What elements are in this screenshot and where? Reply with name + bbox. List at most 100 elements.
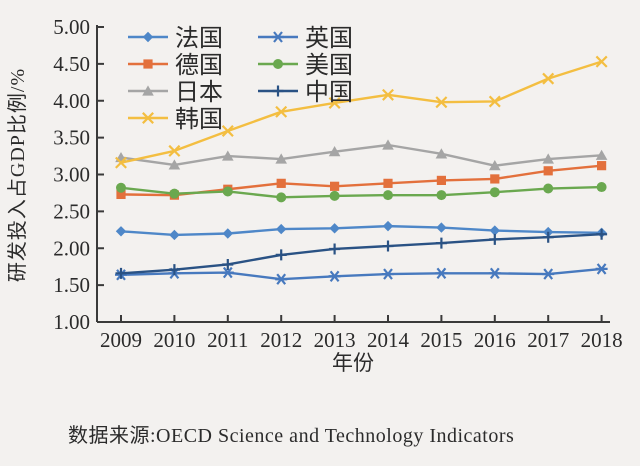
series-point-france-2014 — [382, 220, 394, 232]
series-point-korea-2013 — [328, 96, 341, 109]
x-tick-label: 2018 — [581, 328, 623, 352]
series-point-germany-2014 — [383, 178, 393, 188]
series-point-china-2014 — [382, 240, 394, 252]
y-tick-label: 2.50 — [53, 199, 90, 223]
series-point-france-2010 — [169, 229, 180, 241]
series-point-usa-2011 — [222, 186, 233, 197]
data-source-caption: 数据来源:OECD Science and Technology Indicat… — [68, 424, 514, 447]
legend-marker-japan — [142, 85, 154, 96]
series-point-korea-2011 — [221, 125, 234, 137]
series-point-korea-2010 — [168, 144, 181, 157]
y-tick-label: 4.00 — [53, 89, 90, 113]
series-point-korea-2009 — [115, 156, 127, 169]
y-tick-label: 2.00 — [53, 236, 90, 260]
y-tick-label: 1.00 — [53, 310, 90, 334]
series-point-japan-2013 — [328, 146, 341, 157]
series-point-germany-2016 — [490, 174, 500, 184]
series-point-usa-2014 — [383, 190, 393, 201]
series-point-china-2011 — [222, 258, 234, 270]
series-point-uk-2016 — [488, 267, 501, 280]
legend-marker-usa — [273, 59, 283, 69]
series-point-korea-2015 — [435, 96, 448, 109]
series-line-france — [119, 224, 603, 237]
series-point-uk-2015 — [435, 267, 448, 280]
y-tick-label: 3.00 — [53, 163, 90, 187]
y-tick-label: 3.50 — [53, 126, 90, 150]
legend-marker-uk — [272, 31, 284, 43]
legend-item-uk: 英国 — [258, 25, 353, 52]
legend-item-usa: 美国 — [258, 52, 353, 79]
series-point-japan-2016 — [489, 160, 501, 171]
series-point-china-2016 — [489, 233, 501, 245]
series-point-japan-2012 — [275, 153, 287, 164]
series-point-uk-2017 — [542, 268, 555, 280]
legend-marker-germany — [143, 59, 153, 69]
series-point-uk-2011 — [221, 266, 234, 279]
series-point-uk-2013 — [328, 270, 341, 282]
series-point-uk-2012 — [275, 273, 288, 285]
series-point-korea-2016 — [488, 95, 501, 108]
x-tick-label: 2009 — [100, 328, 142, 352]
series-point-korea-2012 — [275, 105, 288, 118]
series-point-usa-2017 — [543, 183, 554, 194]
series-point-germany-2017 — [543, 166, 553, 176]
x-tick-label: 2015 — [420, 328, 462, 352]
x-tick-label: 2016 — [474, 328, 516, 352]
series-point-france-2011 — [222, 228, 233, 239]
series-point-usa-2013 — [329, 190, 340, 201]
x-tick-label: 2017 — [527, 328, 569, 352]
legend-marker-china — [272, 85, 284, 97]
series-point-usa-2009 — [116, 182, 126, 193]
legend-label-japan: 日本 — [175, 79, 223, 106]
series-point-uk-2018 — [595, 263, 608, 275]
series-point-china-2015 — [435, 237, 447, 249]
series-point-china-2012 — [275, 249, 287, 261]
legend-item-china: 中国 — [258, 79, 353, 106]
series-point-usa-2012 — [276, 192, 287, 203]
y-tick-label: 1.50 — [53, 273, 90, 297]
series-point-france-2012 — [276, 223, 287, 235]
series-point-japan-2015 — [435, 148, 448, 159]
series-point-china-2018 — [596, 228, 608, 240]
series-point-germany-2018 — [597, 161, 607, 171]
series-point-germany-2009 — [116, 189, 126, 200]
series-point-japan-2018 — [595, 149, 608, 160]
series-point-korea-2018 — [595, 55, 608, 68]
series-point-france-2015 — [436, 222, 447, 233]
axes: 5.00 4.50 4.00 3.50 3.00 2.50 2.00 1.50 1.00 2009… — [53, 15, 622, 352]
x-axis-title: 年份 — [332, 351, 374, 375]
series-point-uk-2014 — [382, 268, 394, 280]
series-line-japan — [119, 143, 603, 167]
series-point-china-2009 — [115, 267, 127, 279]
series-point-korea-2017 — [542, 72, 555, 85]
series-point-usa-2010 — [169, 188, 180, 199]
series-point-usa-2018 — [596, 182, 607, 193]
legend-label-germany: 德国 — [175, 52, 223, 79]
legend-label-china: 中国 — [305, 79, 353, 106]
series-point-germany-2015 — [436, 175, 446, 185]
legend-marker-korea — [142, 112, 154, 124]
series-point-usa-2015 — [436, 190, 447, 201]
x-tick-label: 2012 — [260, 328, 302, 352]
series-point-france-2009 — [115, 226, 127, 237]
legend-label-korea: 韩国 — [175, 106, 223, 133]
series-point-china-2017 — [542, 231, 554, 243]
y-axis-title: 研发投入占GDP比例/% — [6, 68, 29, 282]
legend-label-uk: 英国 — [305, 25, 353, 52]
series-point-japan-2011 — [222, 150, 234, 161]
x-tick-label: 2013 — [314, 328, 356, 352]
series-point-germany-2013 — [330, 181, 340, 191]
x-tick-label: 2014 — [367, 328, 410, 352]
series-point-china-2013 — [329, 243, 341, 255]
series-line-uk — [119, 267, 603, 281]
legend-marker-france — [142, 31, 154, 43]
series-line-usa — [119, 185, 603, 199]
series-point-france-2013 — [329, 223, 340, 234]
legend-item-france: 法国 — [128, 25, 223, 52]
series-point-korea-2014 — [382, 88, 394, 101]
legend-item-germany: 德国 — [128, 52, 223, 79]
legend-label-usa: 美国 — [305, 52, 353, 79]
